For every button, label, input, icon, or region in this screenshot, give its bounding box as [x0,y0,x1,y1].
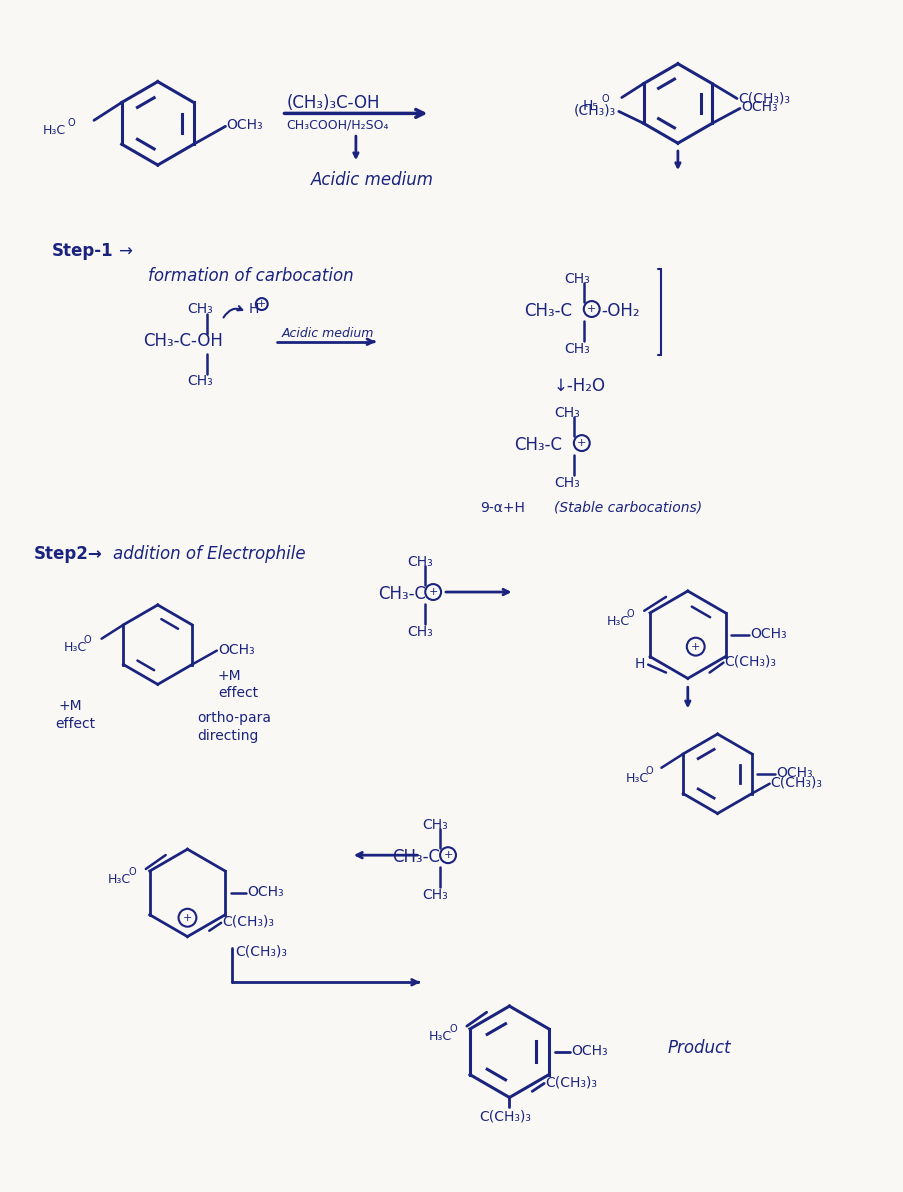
Text: (Stable carbocations): (Stable carbocations) [554,501,702,515]
Text: +: + [182,913,192,923]
Text: C(CH₃)₃: C(CH₃)₃ [235,944,286,958]
Text: Product: Product [667,1039,731,1057]
Text: -OH₂: -OH₂ [600,302,639,321]
Text: +: + [428,586,437,597]
Text: C(CH₃)₃: C(CH₃)₃ [479,1110,531,1123]
Text: +: + [442,850,452,861]
Text: C(CH₃)₃: C(CH₃)₃ [222,915,274,929]
Text: ↓-H₂O: ↓-H₂O [554,377,605,395]
Text: O: O [626,609,633,619]
Text: CH₃: CH₃ [407,555,433,570]
Text: addition of Electrophile: addition of Electrophile [113,546,305,564]
Text: CH₃COOH/H₂SO₄: CH₃COOH/H₂SO₄ [286,118,388,131]
Text: H₃C: H₃C [606,615,629,628]
Text: directing: directing [197,730,258,743]
Text: O: O [601,93,609,104]
Text: CH₃-C-OH: CH₃-C-OH [143,331,222,350]
Text: Acidic medium: Acidic medium [311,170,433,190]
Text: CH₃: CH₃ [563,342,589,355]
Text: C(CH₃)₃: C(CH₃)₃ [545,1075,597,1089]
Text: CH₃: CH₃ [422,819,448,832]
Text: O: O [128,867,135,877]
Text: +: + [256,299,266,309]
Text: OCH₃: OCH₃ [749,627,786,641]
Text: 9-α+H: 9-α+H [479,501,524,515]
Text: H₃C: H₃C [625,771,648,784]
Text: O: O [67,118,75,129]
Text: OCH₃: OCH₃ [227,118,263,132]
Text: H₃C: H₃C [42,124,66,137]
Text: effect: effect [218,687,257,701]
Text: CH₃: CH₃ [422,888,448,902]
Text: Step2→: Step2→ [33,546,103,564]
Text: CH₃-C: CH₃-C [392,849,440,867]
Text: CH₃: CH₃ [563,272,589,286]
Text: +: + [576,439,586,448]
Text: O: O [449,1024,456,1035]
Text: C(CH₃)₃: C(CH₃)₃ [770,776,822,790]
Text: H: H [634,657,644,671]
Text: CH₃-C: CH₃-C [514,436,562,454]
Text: H₃C: H₃C [64,640,87,653]
Text: ortho-para: ortho-para [197,712,271,725]
Text: CH₃-C: CH₃-C [524,302,572,321]
Text: →: → [118,242,132,261]
Text: (CH₃)₃C-OH: (CH₃)₃C-OH [286,93,379,112]
Text: H₃C: H₃C [108,873,131,886]
Text: OCH₃: OCH₃ [571,1044,607,1057]
Text: H₅: H₅ [582,99,598,113]
Text: Step-1: Step-1 [51,242,113,261]
Text: OCH₃: OCH₃ [218,642,254,657]
Text: C(CH₃)₃: C(CH₃)₃ [723,654,776,669]
Text: OCH₃: OCH₃ [740,100,777,114]
Text: O: O [645,765,653,776]
Text: +M: +M [59,700,82,713]
Text: C(CH₃)₃: C(CH₃)₃ [737,92,789,106]
Text: CH₃-C: CH₃-C [377,585,425,603]
Text: Acidic medium: Acidic medium [281,327,374,340]
Text: CH₃: CH₃ [187,302,213,316]
Text: OCH₃: OCH₃ [775,765,812,780]
Text: +M: +M [218,670,241,683]
Text: +: + [690,641,700,652]
Text: H₃C: H₃C [429,1030,452,1043]
Text: formation of carbocation: formation of carbocation [148,267,353,285]
Text: (CH₃)₃: (CH₃)₃ [573,104,616,118]
Text: H: H [248,302,259,316]
Text: O: O [84,634,91,645]
Text: CH₃: CH₃ [187,373,213,387]
Text: CH₃: CH₃ [407,625,433,639]
Text: effect: effect [56,718,96,731]
Text: CH₃: CH₃ [554,406,579,421]
Text: OCH₃: OCH₃ [247,884,284,899]
Text: +: + [586,304,596,313]
Text: CH₃: CH₃ [554,476,579,490]
